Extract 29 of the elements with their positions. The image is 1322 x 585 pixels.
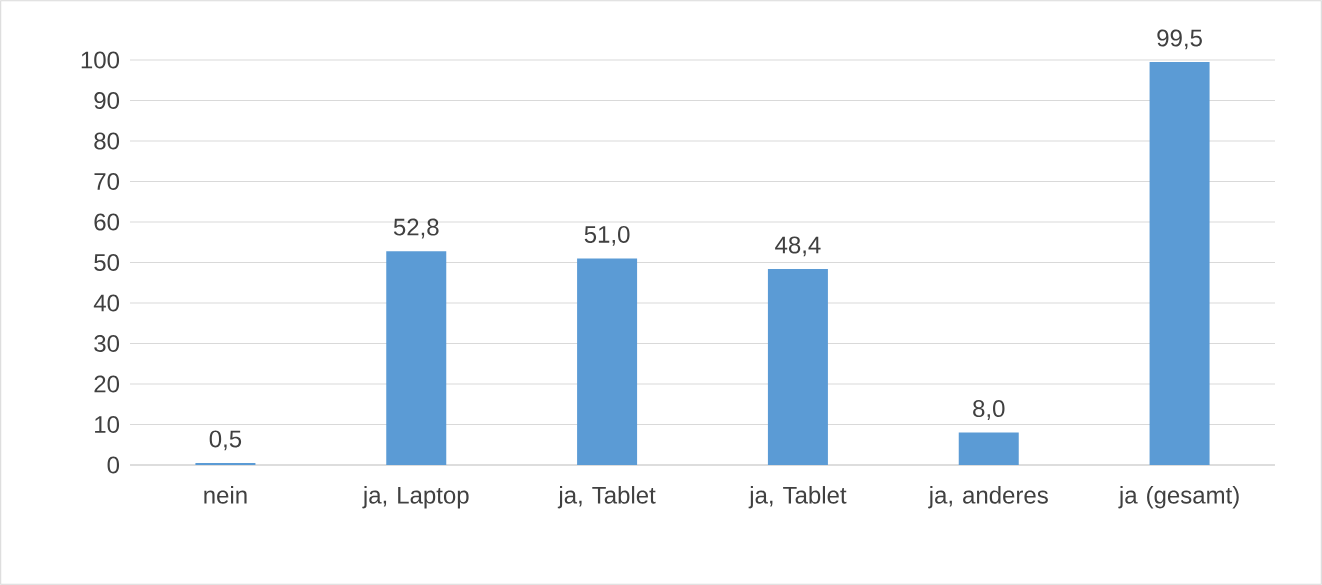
y-tick-label: 70: [94, 172, 120, 190]
bar: [386, 251, 447, 465]
bar: [1149, 62, 1210, 465]
data-label: 99,5: [1157, 29, 1202, 50]
data-label: 48,4: [775, 236, 821, 257]
y-tick-label: 40: [93, 294, 120, 312]
y-tick-label: 90: [94, 91, 120, 109]
y-tick-label: 10: [95, 415, 120, 433]
data-label: 8,0: [973, 400, 1005, 420]
x-tick-label: ja, Tablet: [748, 486, 847, 509]
y-tick-label: 0: [107, 456, 120, 474]
data-label: 0,5: [209, 430, 242, 451]
x-tick-label: ja (gesamt): [1118, 486, 1239, 509]
y-tick-label: 80: [94, 132, 120, 150]
x-tick-label: ja, Tablet: [557, 486, 656, 509]
bar: [958, 432, 1019, 465]
y-tick-label: 30: [94, 334, 120, 352]
x-tick-label: nein: [204, 486, 247, 504]
y-tick-label: 50: [94, 253, 120, 271]
bar: [577, 258, 638, 465]
data-label: 52,8: [393, 218, 439, 239]
x-tick-label: ja, Laptop: [362, 486, 469, 509]
y-tick-label: 60: [94, 213, 120, 231]
y-tick-label: 100: [81, 51, 120, 69]
bar: [767, 268, 828, 465]
x-tick-label: ja, anderes: [928, 486, 1048, 509]
bar: [195, 462, 256, 465]
data-label: 51,0: [584, 225, 630, 246]
y-tick-label: 20: [94, 375, 120, 393]
